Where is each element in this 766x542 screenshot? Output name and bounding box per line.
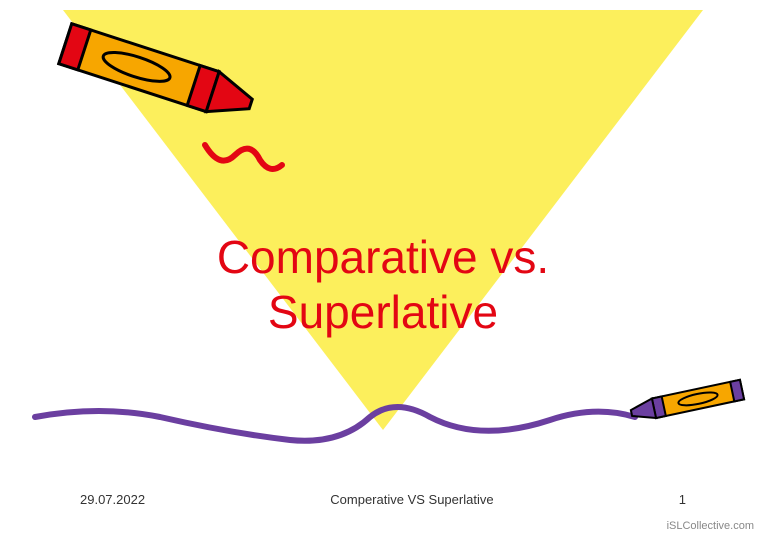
red-crayon-illustration (30, 10, 280, 145)
purple-wavy-line (30, 395, 640, 460)
footer-page: 1 (679, 492, 686, 507)
watermark: iSLCollective.com (667, 520, 754, 532)
slide-footer: 29.07.2022 Comperative VS Superlative 1 (0, 492, 766, 507)
footer-center: Comperative VS Superlative (330, 492, 493, 507)
title-line1: Comparative vs. (217, 231, 549, 283)
purple-crayon-illustration (618, 373, 758, 433)
red-squiggle (200, 135, 290, 185)
footer-date: 29.07.2022 (80, 492, 145, 507)
title-line2: Superlative (268, 286, 498, 338)
slide-title: Comparative vs. Superlative (217, 230, 549, 340)
